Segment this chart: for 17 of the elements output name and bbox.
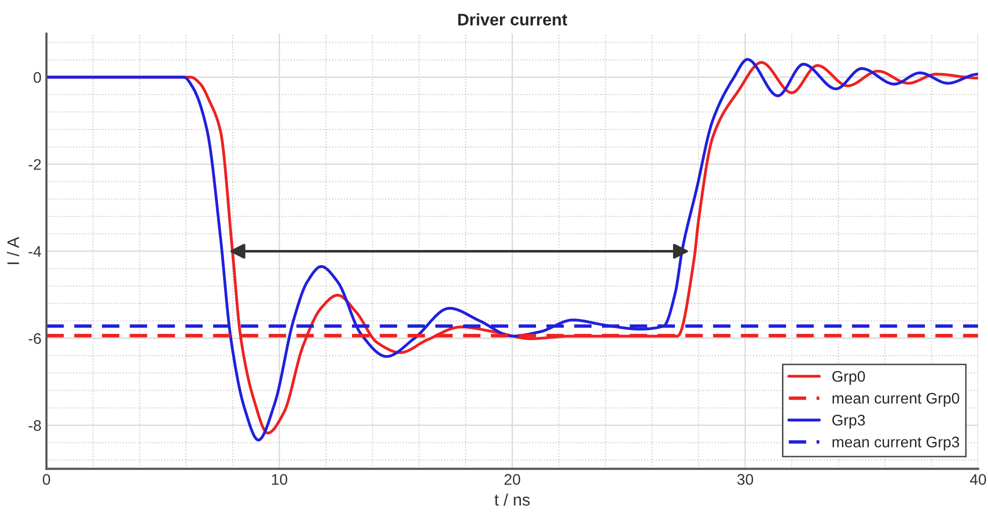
x-tick-label: 40 (970, 474, 986, 485)
legend-label: Grp0 (832, 370, 865, 385)
legend-label: mean current Grp0 (832, 392, 960, 407)
x-axis-title: t / ns (494, 493, 530, 506)
chart-title: Driver current (458, 13, 568, 26)
legend-label: mean current Grp3 (832, 436, 960, 450)
x-tick-label: 0 (42, 474, 50, 485)
x-tick-label: 10 (272, 474, 288, 485)
x-tick-label: 20 (504, 474, 520, 485)
y-tick-label: -4 (28, 246, 42, 257)
y-tick-label: -8 (28, 420, 41, 431)
y-axis-title: I / A (6, 236, 20, 264)
y-tick-label: -6 (28, 333, 41, 344)
x-tick-label: 30 (737, 474, 754, 485)
legend-label: Grp3 (832, 414, 865, 429)
y-tick-label: -2 (28, 159, 41, 170)
y-tick-label: 0 (34, 72, 41, 83)
